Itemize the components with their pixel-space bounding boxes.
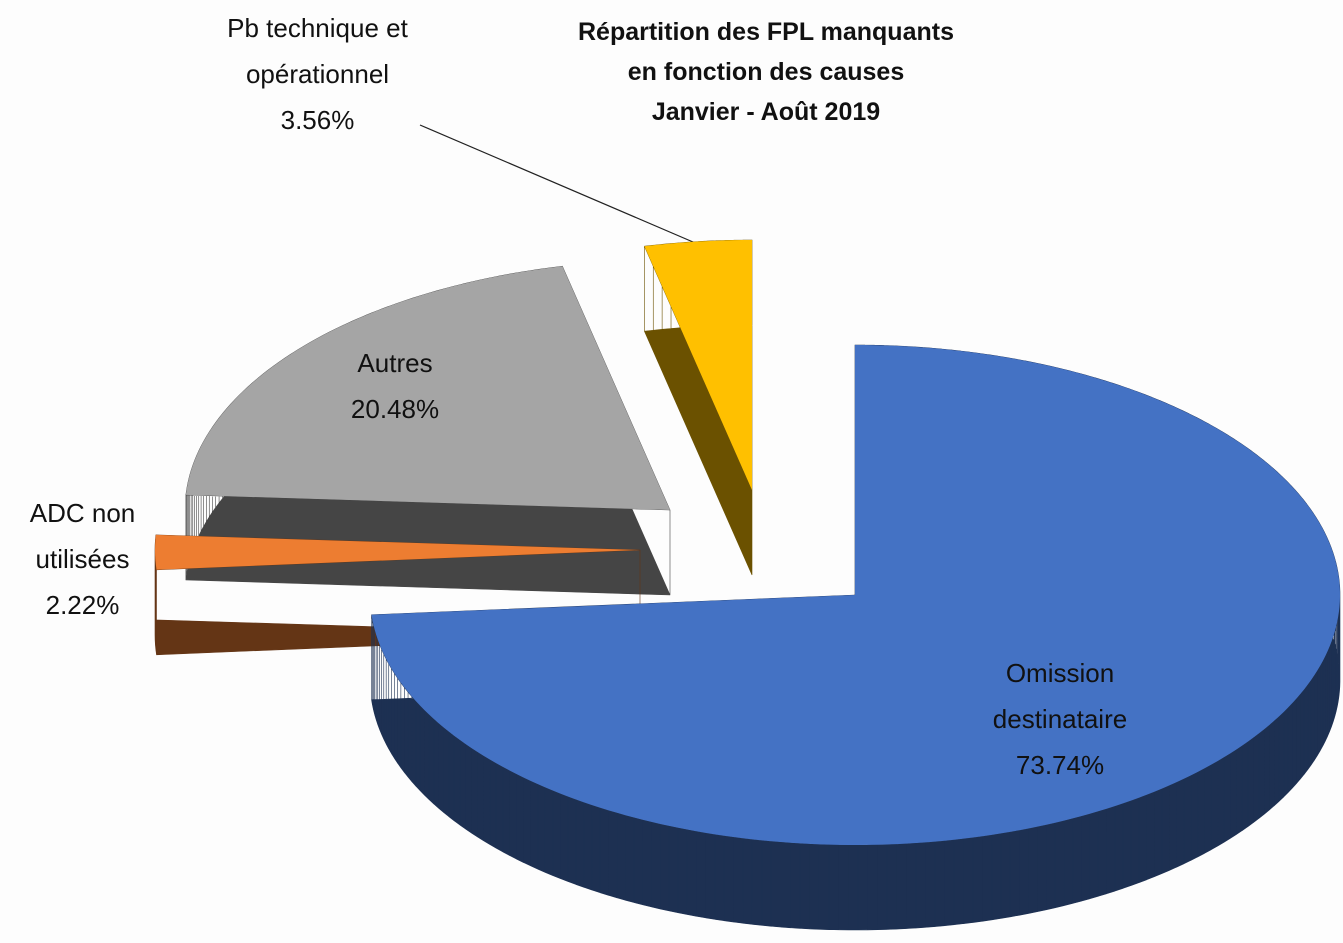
pie-slice — [644, 240, 752, 490]
pie-slice — [371, 345, 1340, 845]
chart-title: en fonction des causes — [627, 58, 905, 86]
leader-line — [419, 124, 701, 246]
slice-label: Pb technique et opérationnel 3.56% — [225, 5, 410, 143]
value-label: 3.56% — [280, 105, 355, 135]
pie-slice — [185, 266, 671, 510]
value-label: 2.22% — [45, 590, 120, 620]
slice-label: Autres 20.48% — [300, 340, 490, 432]
category-label: Autres — [357, 348, 433, 378]
pie-slice — [155, 534, 641, 570]
category-label: Pb technique et opérationnel — [227, 13, 408, 89]
category-label: ADC non utilisées — [29, 498, 136, 574]
slice-label: ADC non utilisées 2.22% — [20, 490, 145, 628]
value-label: 20.48% — [350, 394, 440, 424]
category-label: Omission destinataire — [992, 658, 1128, 734]
slice-label: Omission destinataire 73.74% — [975, 650, 1145, 788]
chart-title: Répartition des FPL manquants — [578, 18, 954, 46]
slice-side — [154, 534, 641, 656]
chart-title: Janvier - Août 2019 — [651, 98, 881, 126]
value-label: 73.74% — [1015, 750, 1105, 780]
